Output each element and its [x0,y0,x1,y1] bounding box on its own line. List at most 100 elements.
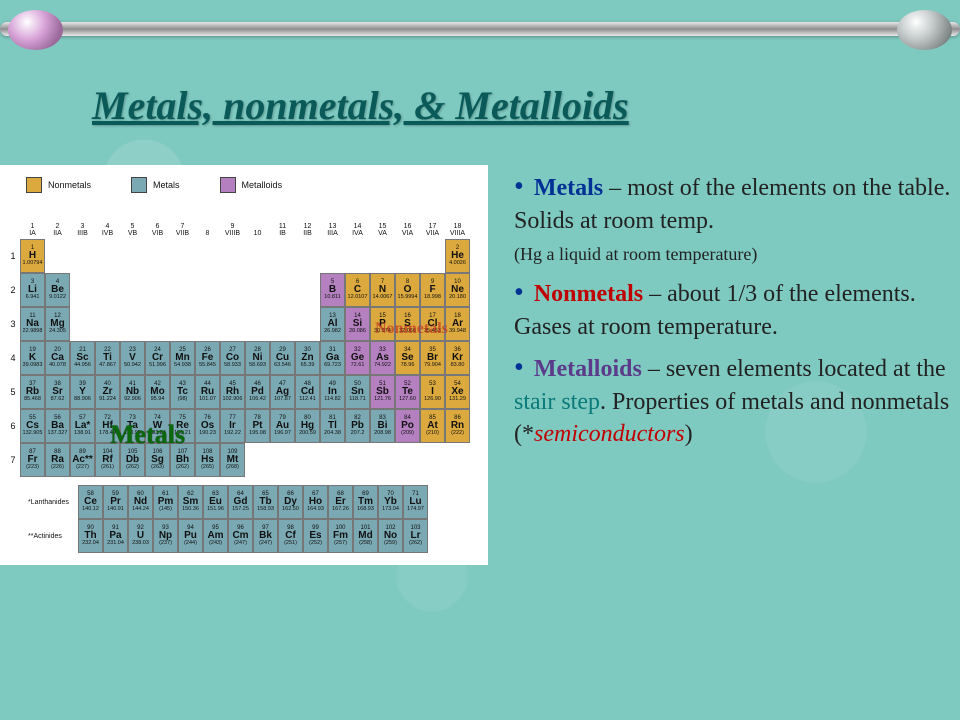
element-cell: 9F18.998 [420,273,445,307]
period-number: 6 [6,409,20,443]
group-header: 1IA [20,205,45,239]
semiconductors-text: semiconductors [534,421,685,447]
element-cell: 23V50.942 [120,341,145,375]
element-cell: 81Tl204.38 [320,409,345,443]
period-number: 3 [6,307,20,341]
element-cell: 19K39.0983 [20,341,45,375]
element-cell: 40Zr91.224 [95,375,120,409]
element-cell: 86Rn(222) [445,409,470,443]
element-cell: 46Pd106.42 [245,375,270,409]
bullet-metalloids: Metalloids – seven elements located at t… [514,350,956,450]
element-cell: 2He4.0026 [445,239,470,273]
element-cell: 90Th232.04 [78,519,103,553]
element-cell: 8O15.9994 [395,273,420,307]
group-header: 15VA [370,205,395,239]
element-cell: 4Be9.0122 [45,273,70,307]
element-cell: 92U238.03 [128,519,153,553]
element-cell: 70Yb173.04 [378,485,403,519]
element-cell: 76Os190.23 [195,409,220,443]
element-cell: 54Xe131.29 [445,375,470,409]
element-cell: 71Lu174.97 [403,485,428,519]
period-number: 5 [6,375,20,409]
element-cell: 36Kr83.80 [445,341,470,375]
f-block-label: *Lanthanides [28,485,78,519]
group-header: 3IIIB [70,205,95,239]
element-cell: 50Sn118.71 [345,375,370,409]
period-number: 7 [6,443,20,477]
periodic-table: NonmetalsMetalsMetalloids 1IA2IIA3IIIB4I… [0,165,488,565]
element-cell: 32Ge72.61 [345,341,370,375]
element-cell: 100Fm(257) [328,519,353,553]
element-cell: 5B10.811 [320,273,345,307]
group-header: 12IIB [295,205,320,239]
period-number: 1 [6,239,20,273]
element-cell: 51Sb121.76 [370,375,395,409]
element-cell: 102No(259) [378,519,403,553]
element-cell: 14Si28.086 [345,307,370,341]
element-cell: 91Pa231.04 [103,519,128,553]
element-cell: 78Pt195.08 [245,409,270,443]
element-cell: 69Tm168.93 [353,485,378,519]
text-metals-2: (Hg a liquid at room temperature) [514,244,757,264]
decorative-rod [0,22,960,36]
element-cell: 55Cs132.905 [20,409,45,443]
element-cell: 93Np(237) [153,519,178,553]
element-cell: 77Ir192.22 [220,409,245,443]
overlay-label-metals: Metals [110,420,185,450]
element-cell: 41Nb92.906 [120,375,145,409]
element-cell: 18Ar39.948 [445,307,470,341]
element-cell: 11Na22.9898 [20,307,45,341]
element-cell: 37Rb85.468 [20,375,45,409]
element-cell: 65Tb158.93 [253,485,278,519]
group-header: 14IVA [345,205,370,239]
element-cell: 87Fr(223) [20,443,45,477]
group-header: 16VIA [395,205,420,239]
element-cell: 63Eu151.96 [203,485,228,519]
element-cell: 21Sc44.956 [70,341,95,375]
element-cell: 103Lr(262) [403,519,428,553]
group-header: 4IVB [95,205,120,239]
group-header: 6VIB [145,205,170,239]
element-cell: 79Au196.97 [270,409,295,443]
group-header: 5VB [120,205,145,239]
element-cell: 53I126.90 [420,375,445,409]
element-cell: 6C12.0107 [345,273,370,307]
element-cell: 43Tc(98) [170,375,195,409]
element-cell: 88Ra(226) [45,443,70,477]
element-grid: 1IA2IIA3IIIB4IVB5VB6VIB7VIIB89VIIIB1011I… [6,205,482,477]
element-cell: 84Po(209) [395,409,420,443]
element-cell: 80Hg200.59 [295,409,320,443]
element-cell: 34Se78.96 [395,341,420,375]
element-cell: 101Md(258) [353,519,378,553]
element-cell: 64Gd157.25 [228,485,253,519]
bullet-nonmetals: Nonmetals – about 1/3 of the elements. G… [514,275,956,344]
keyword-nonmetals: Nonmetals [534,281,643,307]
element-cell: 13Al26.982 [320,307,345,341]
f-block-label: **Actinides [28,519,78,553]
element-cell: 3Li6.941 [20,273,45,307]
legend-item: Metals [131,177,180,193]
bullet-list: Metals – most of the elements on the tab… [488,165,960,565]
element-cell: 57La*138.91 [70,409,95,443]
legend-item: Nonmetals [26,177,91,193]
element-cell: 99Es(252) [303,519,328,553]
element-cell: 67Ho164.93 [303,485,328,519]
element-cell: 97Bk(247) [253,519,278,553]
rod-cap-left [8,10,63,50]
element-cell: 47Ag107.87 [270,375,295,409]
element-cell: 58Ce140.12 [78,485,103,519]
element-cell: 60Nd144.24 [128,485,153,519]
element-cell: 109Mt(268) [220,443,245,477]
element-cell: 7N14.0067 [370,273,395,307]
rod-cap-right [897,10,952,50]
element-cell: 39Y88.906 [70,375,95,409]
element-cell: 10Ne20.180 [445,273,470,307]
element-cell: 29Cu63.546 [270,341,295,375]
element-cell: 96Cm(247) [228,519,253,553]
page-title: Metals, nonmetals, & Metalloids [92,82,629,129]
element-cell: 33As74.922 [370,341,395,375]
element-cell: 68Er167.26 [328,485,353,519]
element-cell: 49In114.82 [320,375,345,409]
text-metalloids-3: ) [685,421,693,447]
group-header: 17VIIA [420,205,445,239]
